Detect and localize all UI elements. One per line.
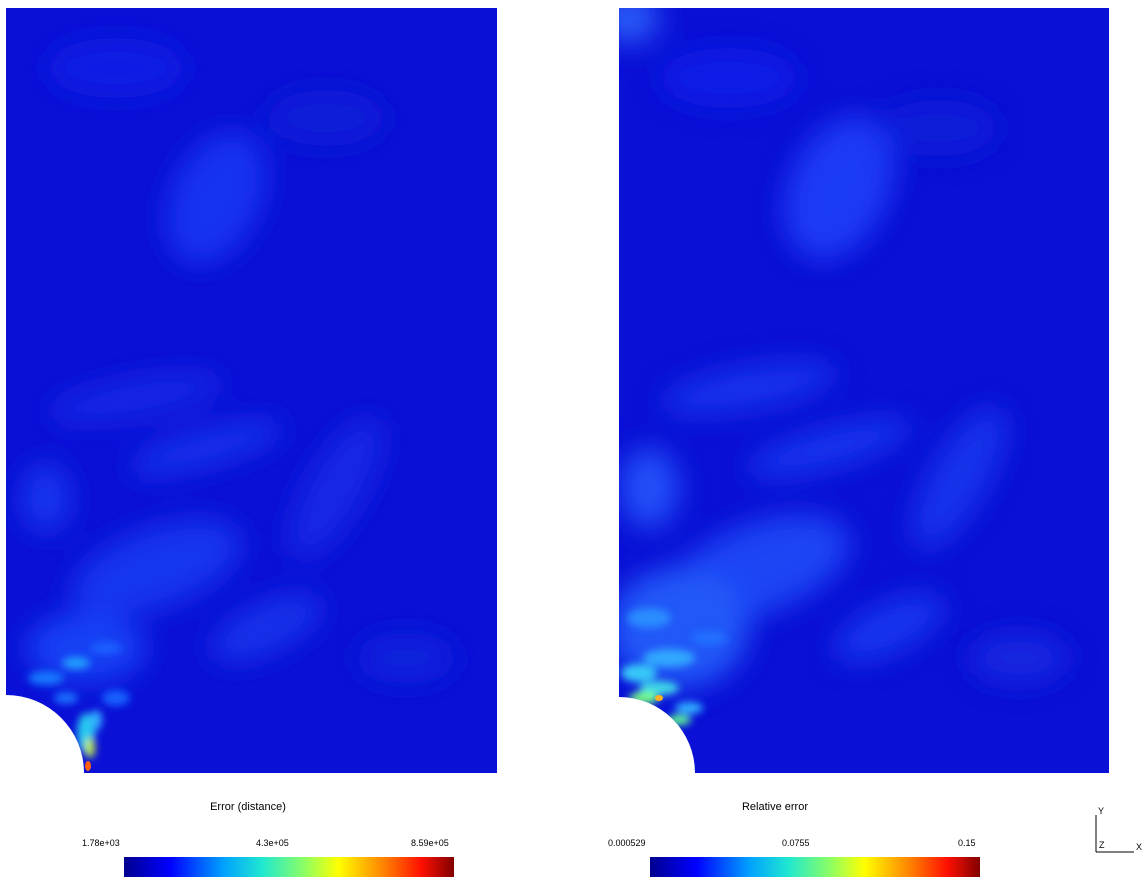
- left-colorbar-title: Error (distance): [210, 801, 286, 813]
- right-colorbar-max-label: 0.15: [958, 838, 976, 848]
- max-error-spot: [85, 761, 91, 771]
- hole-cutout: [619, 697, 695, 773]
- x-axis-label: X: [1136, 842, 1142, 852]
- right-colorbar-mid-label: 0.0755: [782, 838, 810, 848]
- axes-triad: Y Z X: [1090, 800, 1142, 860]
- right-colorbar-title: Relative error: [741, 801, 809, 813]
- relative-error-contour-plot: [619, 8, 1109, 773]
- y-axis-label: Y: [1098, 806, 1104, 816]
- field-variations: [619, 8, 1069, 688]
- relative-error-field: [619, 8, 1109, 773]
- left-colorbar-min-label: 1.78e+03: [82, 838, 120, 848]
- hole-cutout: [6, 695, 84, 773]
- field-variations: [21, 38, 456, 683]
- field-hotspots: [28, 642, 130, 758]
- left-colorbar: [124, 857, 454, 877]
- left-colorbar-mid-label: 4.3e+05: [256, 838, 289, 848]
- right-colorbar: [650, 857, 980, 877]
- z-axis-label: Z: [1099, 840, 1105, 850]
- max-error-spot: [655, 695, 663, 701]
- error-distance-field: [6, 8, 497, 773]
- field-hotspots: [621, 608, 727, 725]
- axes-triad-graphic: Y Z X: [1095, 806, 1142, 853]
- error-distance-contour-plot: [6, 8, 497, 773]
- right-colorbar-min-label: 0.000529: [608, 838, 646, 848]
- left-colorbar-max-label: 8.59e+05: [411, 838, 449, 848]
